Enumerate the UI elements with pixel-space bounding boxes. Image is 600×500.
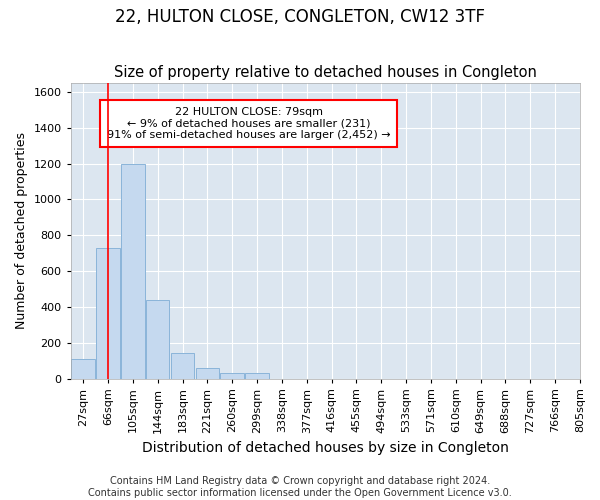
X-axis label: Distribution of detached houses by size in Congleton: Distribution of detached houses by size …: [142, 441, 509, 455]
Bar: [196, 368, 219, 378]
Title: Size of property relative to detached houses in Congleton: Size of property relative to detached ho…: [114, 66, 537, 80]
Bar: [71, 359, 95, 378]
Text: 22, HULTON CLOSE, CONGLETON, CW12 3TF: 22, HULTON CLOSE, CONGLETON, CW12 3TF: [115, 8, 485, 26]
Bar: [146, 300, 169, 378]
Text: Contains HM Land Registry data © Crown copyright and database right 2024.
Contai: Contains HM Land Registry data © Crown c…: [88, 476, 512, 498]
Bar: [220, 373, 244, 378]
Y-axis label: Number of detached properties: Number of detached properties: [15, 132, 28, 330]
Bar: [121, 164, 145, 378]
Bar: [96, 248, 120, 378]
Bar: [245, 373, 269, 378]
Bar: [171, 352, 194, 378]
Text: 22 HULTON CLOSE: 79sqm
← 9% of detached houses are smaller (231)
91% of semi-det: 22 HULTON CLOSE: 79sqm ← 9% of detached …: [107, 106, 391, 140]
